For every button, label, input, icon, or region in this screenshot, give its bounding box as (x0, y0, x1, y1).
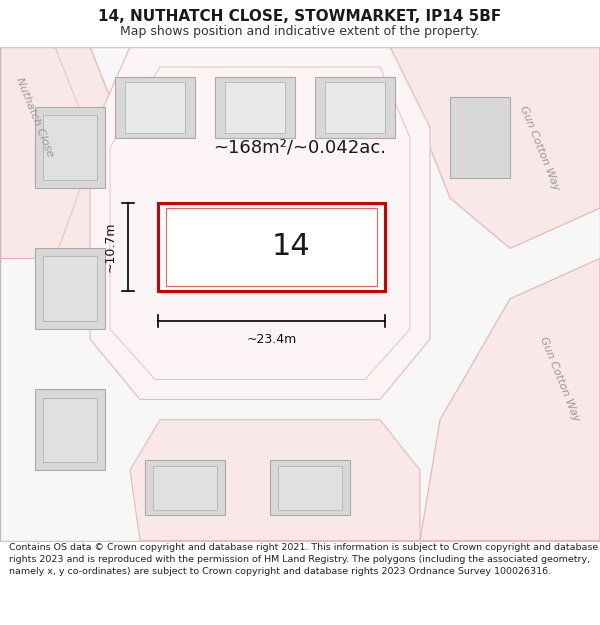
Bar (225, 82, 285, 132)
Bar (125, 82, 185, 132)
Text: 14, NUTHATCH CLOSE, STOWMARKET, IP14 5BF: 14, NUTHATCH CLOSE, STOWMARKET, IP14 5BF (98, 9, 502, 24)
Text: ~10.7m: ~10.7m (104, 222, 116, 272)
Text: Contains OS data © Crown copyright and database right 2021. This information is : Contains OS data © Crown copyright and d… (9, 543, 598, 576)
Text: Gun Cotton Way: Gun Cotton Way (518, 104, 562, 191)
Polygon shape (390, 47, 600, 248)
Bar (215, 77, 295, 138)
Bar (315, 77, 395, 138)
Text: ~168m²/~0.042ac.: ~168m²/~0.042ac. (214, 139, 386, 157)
Bar (43, 116, 97, 180)
Bar (325, 82, 385, 132)
Bar (43, 398, 97, 462)
Bar (450, 98, 510, 178)
Polygon shape (130, 420, 420, 541)
Bar (35, 107, 105, 188)
Text: ~23.4m: ~23.4m (247, 332, 296, 346)
Bar (43, 256, 97, 321)
Polygon shape (158, 203, 385, 291)
Text: Gun Cotton Way: Gun Cotton Way (538, 336, 581, 423)
Bar (278, 466, 342, 511)
Polygon shape (90, 47, 430, 399)
Text: Nuthatch Close: Nuthatch Close (14, 76, 56, 159)
Bar (270, 460, 350, 516)
Bar (35, 389, 105, 470)
Bar (35, 248, 105, 329)
Bar (115, 77, 195, 138)
Polygon shape (420, 259, 600, 541)
Bar (153, 466, 217, 511)
Bar (145, 460, 225, 516)
Text: 14: 14 (272, 232, 311, 261)
Polygon shape (0, 47, 130, 259)
Text: Map shows position and indicative extent of the property.: Map shows position and indicative extent… (120, 26, 480, 39)
